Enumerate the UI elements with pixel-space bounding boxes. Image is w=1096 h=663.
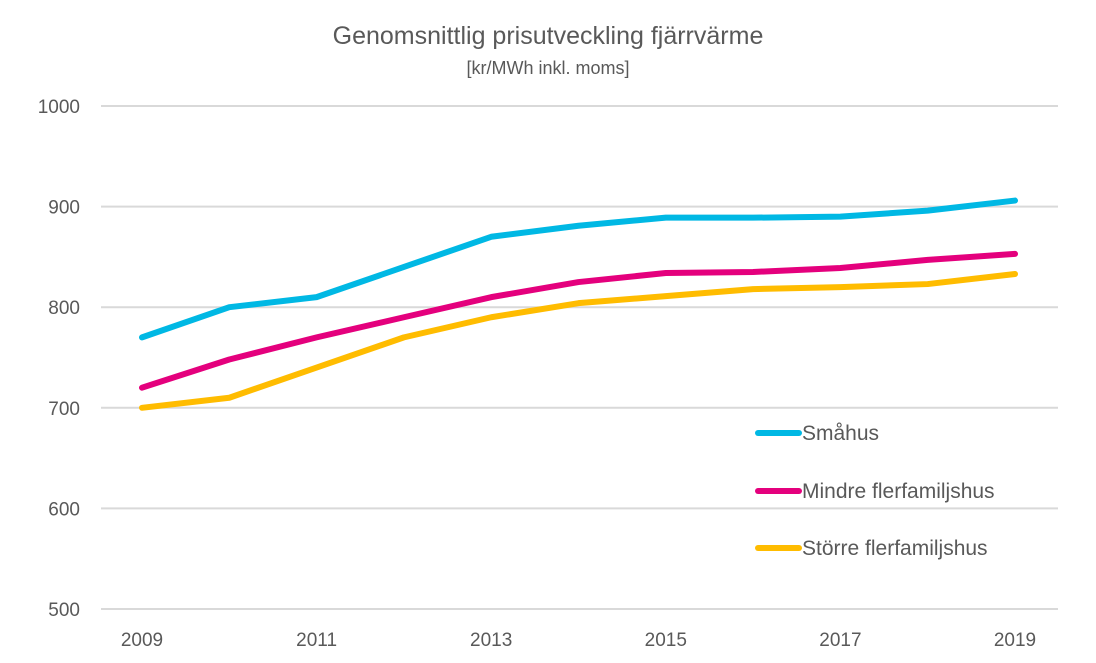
series-lines: [139, 197, 1018, 411]
x-axis-ticks: 2009 2011 2013 2015 2017 2019: [121, 630, 1036, 651]
legend: Småhus Mindre flerfamiljshus Större flerfa…: [755, 422, 995, 560]
x-tick-label: 2009: [121, 630, 163, 651]
x-tick-label: 2019: [994, 630, 1036, 651]
y-tick-label: 1000: [38, 97, 80, 118]
chart-subtitle: [kr/MWh inkl. moms]: [466, 58, 629, 78]
gridlines: [101, 105, 1058, 610]
series-line-större-flerfamiljshus: [139, 271, 1018, 411]
x-tick-label: 2015: [645, 630, 687, 651]
legend-item: Större flerfamiljshus: [755, 537, 988, 560]
legend-label: Större flerfamiljshus: [802, 537, 988, 560]
legend-label: Mindre flerfamiljshus: [802, 480, 995, 503]
y-tick-label: 700: [48, 399, 80, 420]
y-tick-label: 800: [48, 298, 80, 319]
legend-label: Småhus: [802, 422, 879, 445]
y-tick-label: 900: [48, 198, 80, 219]
series-line-mindre-flerfamiljshus: [139, 250, 1018, 391]
x-tick-label: 2013: [470, 630, 512, 651]
x-tick-label: 2011: [296, 630, 337, 651]
x-tick-label: 2017: [819, 630, 861, 651]
series-line-småhus: [139, 197, 1018, 341]
y-tick-label: 600: [48, 499, 80, 520]
legend-item: Småhus: [755, 422, 879, 445]
legend-item: Mindre flerfamiljshus: [755, 480, 995, 503]
y-axis-ticks: 500 600 700 800 900 1000: [38, 97, 80, 621]
chart-title: Genomsnittlig prisutveckling fjärrvärme: [333, 22, 764, 50]
y-tick-label: 500: [48, 600, 80, 621]
